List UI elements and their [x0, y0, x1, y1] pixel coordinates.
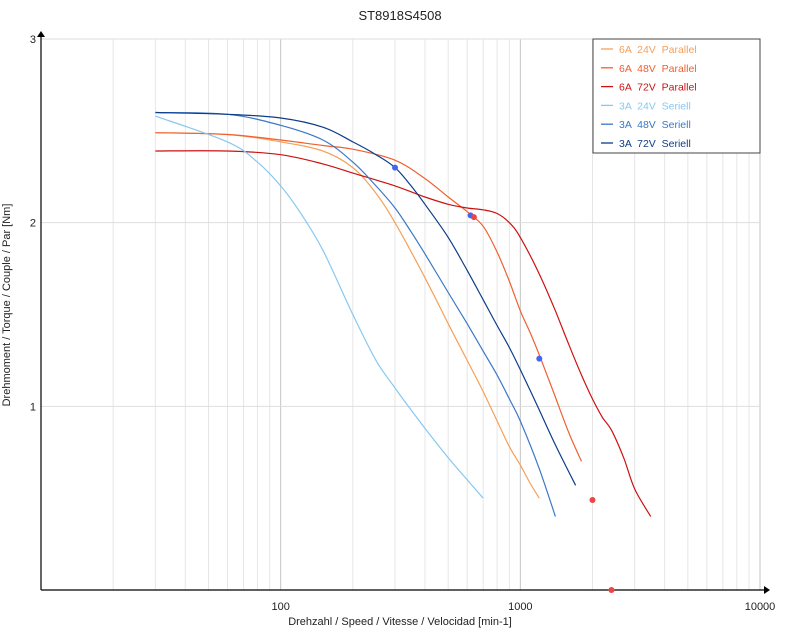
chart-title: ST8918S4508	[358, 8, 441, 23]
y-axis-label: Drehmoment / Torque / Couple / Par [Nm]	[1, 204, 13, 407]
marker-layer	[392, 164, 615, 593]
series-line-6	[155, 111, 577, 486]
legend: 6A 24V Parallel 6A 48V Parallel 6A 72V Par…	[592, 38, 761, 154]
legend-box	[592, 38, 761, 154]
x-axis-arrow	[764, 586, 770, 594]
legend-entry: 3A 24V Seriell	[619, 100, 691, 112]
tick-labels: 100 1000 10000 1 2 3	[30, 34, 775, 613]
operating-point-marker	[392, 164, 399, 171]
series-line-5	[155, 111, 556, 517]
legend-entry: 3A 72V Seriell	[619, 138, 691, 150]
legend-entry: 6A 48V Parallel	[619, 63, 697, 75]
legend-entry: 3A 48V Seriell	[619, 119, 691, 131]
y-tick-label: 1	[30, 401, 36, 413]
legend-entry: 6A 72V Parallel	[619, 82, 697, 94]
grid	[41, 38, 761, 590]
operating-point-marker	[589, 497, 596, 504]
legend-entry: 6A 24V Parallel	[619, 44, 697, 56]
operating-point-marker	[470, 214, 477, 221]
operating-point-marker	[536, 355, 543, 362]
y-tick-label: 3	[30, 34, 36, 46]
x-tick-label: 100	[271, 601, 289, 613]
series-line-3	[155, 150, 652, 517]
x-tick-label: 1000	[508, 601, 532, 613]
series-layer	[155, 111, 652, 517]
operating-point-marker	[608, 587, 615, 593]
series-line-2	[155, 132, 583, 462]
axes	[37, 31, 770, 594]
y-axis-arrow	[37, 31, 45, 37]
x-tick-label: 10000	[745, 601, 776, 613]
series-line-1	[155, 132, 540, 499]
y-tick-label: 2	[30, 218, 36, 230]
series-line-4	[155, 115, 484, 499]
x-axis-label: Drehzahl / Speed / Vitesse / Velocidad […	[288, 616, 512, 628]
